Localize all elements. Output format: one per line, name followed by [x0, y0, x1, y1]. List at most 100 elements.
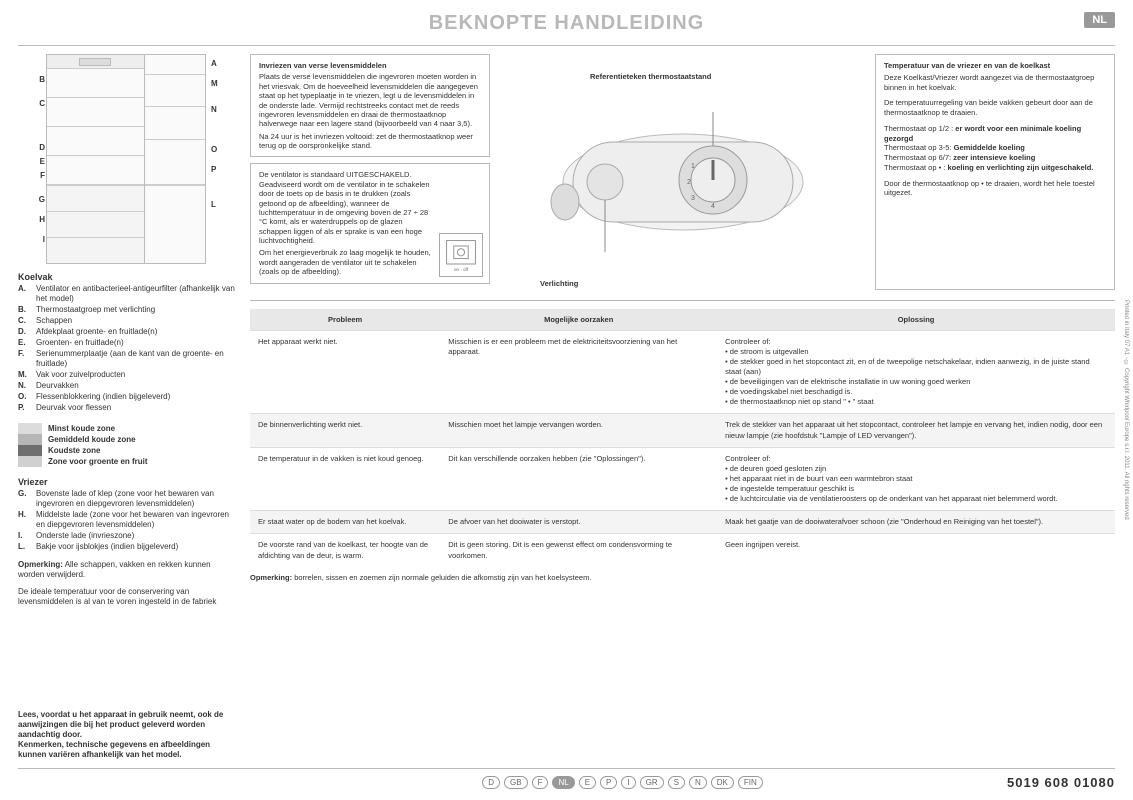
lang-code-d: D [482, 776, 500, 789]
lang-code-s: S [668, 776, 685, 789]
table-cell: Misschien is er een probleem met de elek… [440, 330, 717, 414]
page-title: BEKNOPTE HANDLEIDING [18, 12, 1115, 35]
thermo-line: Thermostaat op 3-5: Gemiddelde koeling [884, 143, 1106, 153]
left-column: B C D E F G H I A M N O P L Koe [18, 54, 238, 608]
def-row: A.Ventilator en antibacterieel-antigeurf… [18, 284, 238, 304]
zone-legend: Minst koude zoneGemiddeld koude zoneKoud… [18, 423, 238, 467]
def-row: H.Middelste lade (zone voor het bewaren … [18, 510, 238, 530]
def-row: O.Flessenblokkering (indien bijgeleverd) [18, 392, 238, 402]
lang-code-p: P [600, 776, 617, 789]
table-cell: Misschien moet het lampje vervangen word… [440, 414, 717, 447]
table-cell: De voorste rand van de koelkast, ter hoo… [250, 534, 440, 567]
callout-f: F [25, 171, 45, 180]
table-row: De voorste rand van de koelkast, ter hoo… [250, 534, 1115, 567]
th-cause: Mogelijke oorzaken [440, 309, 717, 331]
def-row: G.Bovenste lade of klep (zone voor het b… [18, 489, 238, 509]
table-note: Opmerking: borrelen, sissen en zoemen zi… [250, 573, 1115, 582]
freezing-info-box: Invriezen van verse levensmiddelen Plaat… [250, 54, 490, 157]
ideal-temp-note: De ideale temperatuur voor de conserveri… [18, 587, 238, 608]
lang-code-i: I [621, 776, 635, 789]
light-label: Verlichting [540, 279, 578, 288]
def-row: D.Afdekplaat groente- en fruitlade(n) [18, 327, 238, 337]
read-first-note: Lees, voordat u het apparaat in gebruik … [18, 710, 238, 760]
table-cell: Dit is geen storing. Dit is een gewenst … [440, 534, 717, 567]
right-column: Invriezen van verse levensmiddelen Plaat… [250, 54, 1115, 608]
svg-text:1: 1 [691, 163, 695, 170]
lang-code-dk: DK [711, 776, 734, 789]
def-row: F.Serienummerplaatje (aan de kant van de… [18, 349, 238, 369]
svg-text:3: 3 [691, 195, 695, 202]
document-number: 5019 608 01080 [1007, 775, 1115, 790]
lang-code-e: E [579, 776, 596, 789]
table-row: Het apparaat werkt niet.Misschien is er … [250, 330, 1115, 414]
language-badge: NL [1084, 12, 1115, 28]
def-row: L.Bakje voor ijsblokjes (indien bijgelev… [18, 542, 238, 552]
callout-m: M [211, 79, 231, 88]
table-cell: Trek de stekker van het apparaat uit het… [717, 414, 1115, 447]
table-cell: Het apparaat werkt niet. [250, 330, 440, 414]
callout-p: P [211, 165, 231, 174]
zone-label: Gemiddeld koude zone [48, 434, 148, 445]
callout-l: L [211, 200, 231, 209]
def-row: P.Deurvak voor flessen [18, 403, 238, 413]
callout-b: B [25, 75, 45, 84]
callout-n: N [211, 105, 231, 114]
zone-label: Zone voor groente en fruit [48, 456, 148, 467]
table-cell: Maak het gaatje van de dooiwaterafvoer s… [717, 511, 1115, 534]
divider [18, 45, 1115, 46]
zone-swatch [18, 423, 42, 434]
table-row: Er staat water op de bodem van het koelv… [250, 511, 1115, 534]
thermostat-diagram: 1 2 3 4 Referentieteken thermostaatstand… [500, 54, 865, 290]
troubleshooting-table: Probleem Mogelijke oorzaken Oplossing He… [250, 309, 1115, 567]
copyright-text: Printed in Italy 07 A1 - © Copyright Whi… [1123, 300, 1129, 520]
diagram-filter [47, 55, 144, 69]
thermo-line: Thermostaat op 6/7: zeer intensieve koel… [884, 153, 1106, 163]
callout-e: E [25, 157, 45, 166]
callout-d: D [25, 143, 45, 152]
temperature-info-box: Temperatuur van de vriezer en van de koe… [875, 54, 1115, 290]
zone-label: Koudste zone [48, 445, 148, 456]
fan-info-box: De ventilator is standaard UITGESCHAKELD… [250, 163, 490, 283]
footer: DGBFNLEPIGRSNDKFIN 5019 608 01080 [18, 768, 1115, 790]
zone-swatch [18, 434, 42, 445]
def-row: E.Groenten- en fruitlade(n) [18, 338, 238, 348]
svg-text:2: 2 [687, 179, 691, 186]
fridge-diagram: B C D E F G H I A M N O P L [46, 54, 206, 264]
zone-label: Minst koude zone [48, 423, 148, 434]
table-cell: De temperatuur in de vakken is niet koud… [250, 447, 440, 511]
thermo-line: Thermostaat op • : koeling en verlichtin… [884, 163, 1106, 173]
lang-code-n: N [689, 776, 707, 789]
table-row: De temperatuur in de vakken is niet koud… [250, 447, 1115, 511]
table-cell: De afvoer van het dooiwater is verstopt. [440, 511, 717, 534]
table-row: De binnenverlichting werkt niet.Misschie… [250, 414, 1115, 447]
opmerking-left: Opmerking: Alle schappen, vakken en rekk… [18, 560, 238, 581]
table-cell: Er staat water op de bodem van het koelv… [250, 511, 440, 534]
vriezer-heading: Vriezer [18, 477, 238, 487]
zone-swatch [18, 456, 42, 467]
def-row: C.Schappen [18, 316, 238, 326]
table-cell: Geen ingrijpen vereist. [717, 534, 1115, 567]
vriezer-defs: G.Bovenste lade of klep (zone voor het b… [18, 489, 238, 552]
koelvak-defs: A.Ventilator en antibacterieel-antigeurf… [18, 284, 238, 413]
lang-code-nl: NL [552, 776, 574, 789]
divider [250, 300, 1115, 301]
callout-g: G [25, 195, 45, 204]
def-row: I.Onderste lade (invrieszone) [18, 531, 238, 541]
th-solution: Oplossing [717, 309, 1115, 331]
svg-text:4: 4 [711, 203, 715, 210]
def-row: B.Thermostaatgroep met verlichting [18, 305, 238, 315]
zone-swatch [18, 445, 42, 456]
lang-code-f: F [532, 776, 549, 789]
table-cell: Controleer of: • de deuren goed gesloten… [717, 447, 1115, 511]
callout-o: O [211, 145, 231, 154]
callout-c: C [25, 99, 45, 108]
fan-switch-icon: on - off [439, 233, 483, 277]
callout-i: I [25, 235, 45, 244]
callout-a: A [211, 59, 231, 68]
callout-h: H [25, 215, 45, 224]
thermo-line: Thermostaat op 1/2 : er wordt voor een m… [884, 124, 1106, 144]
th-problem: Probleem [250, 309, 440, 331]
lang-code-fin: FIN [738, 776, 763, 789]
table-cell: De binnenverlichting werkt niet. [250, 414, 440, 447]
svg-text:on - off: on - off [454, 267, 469, 272]
